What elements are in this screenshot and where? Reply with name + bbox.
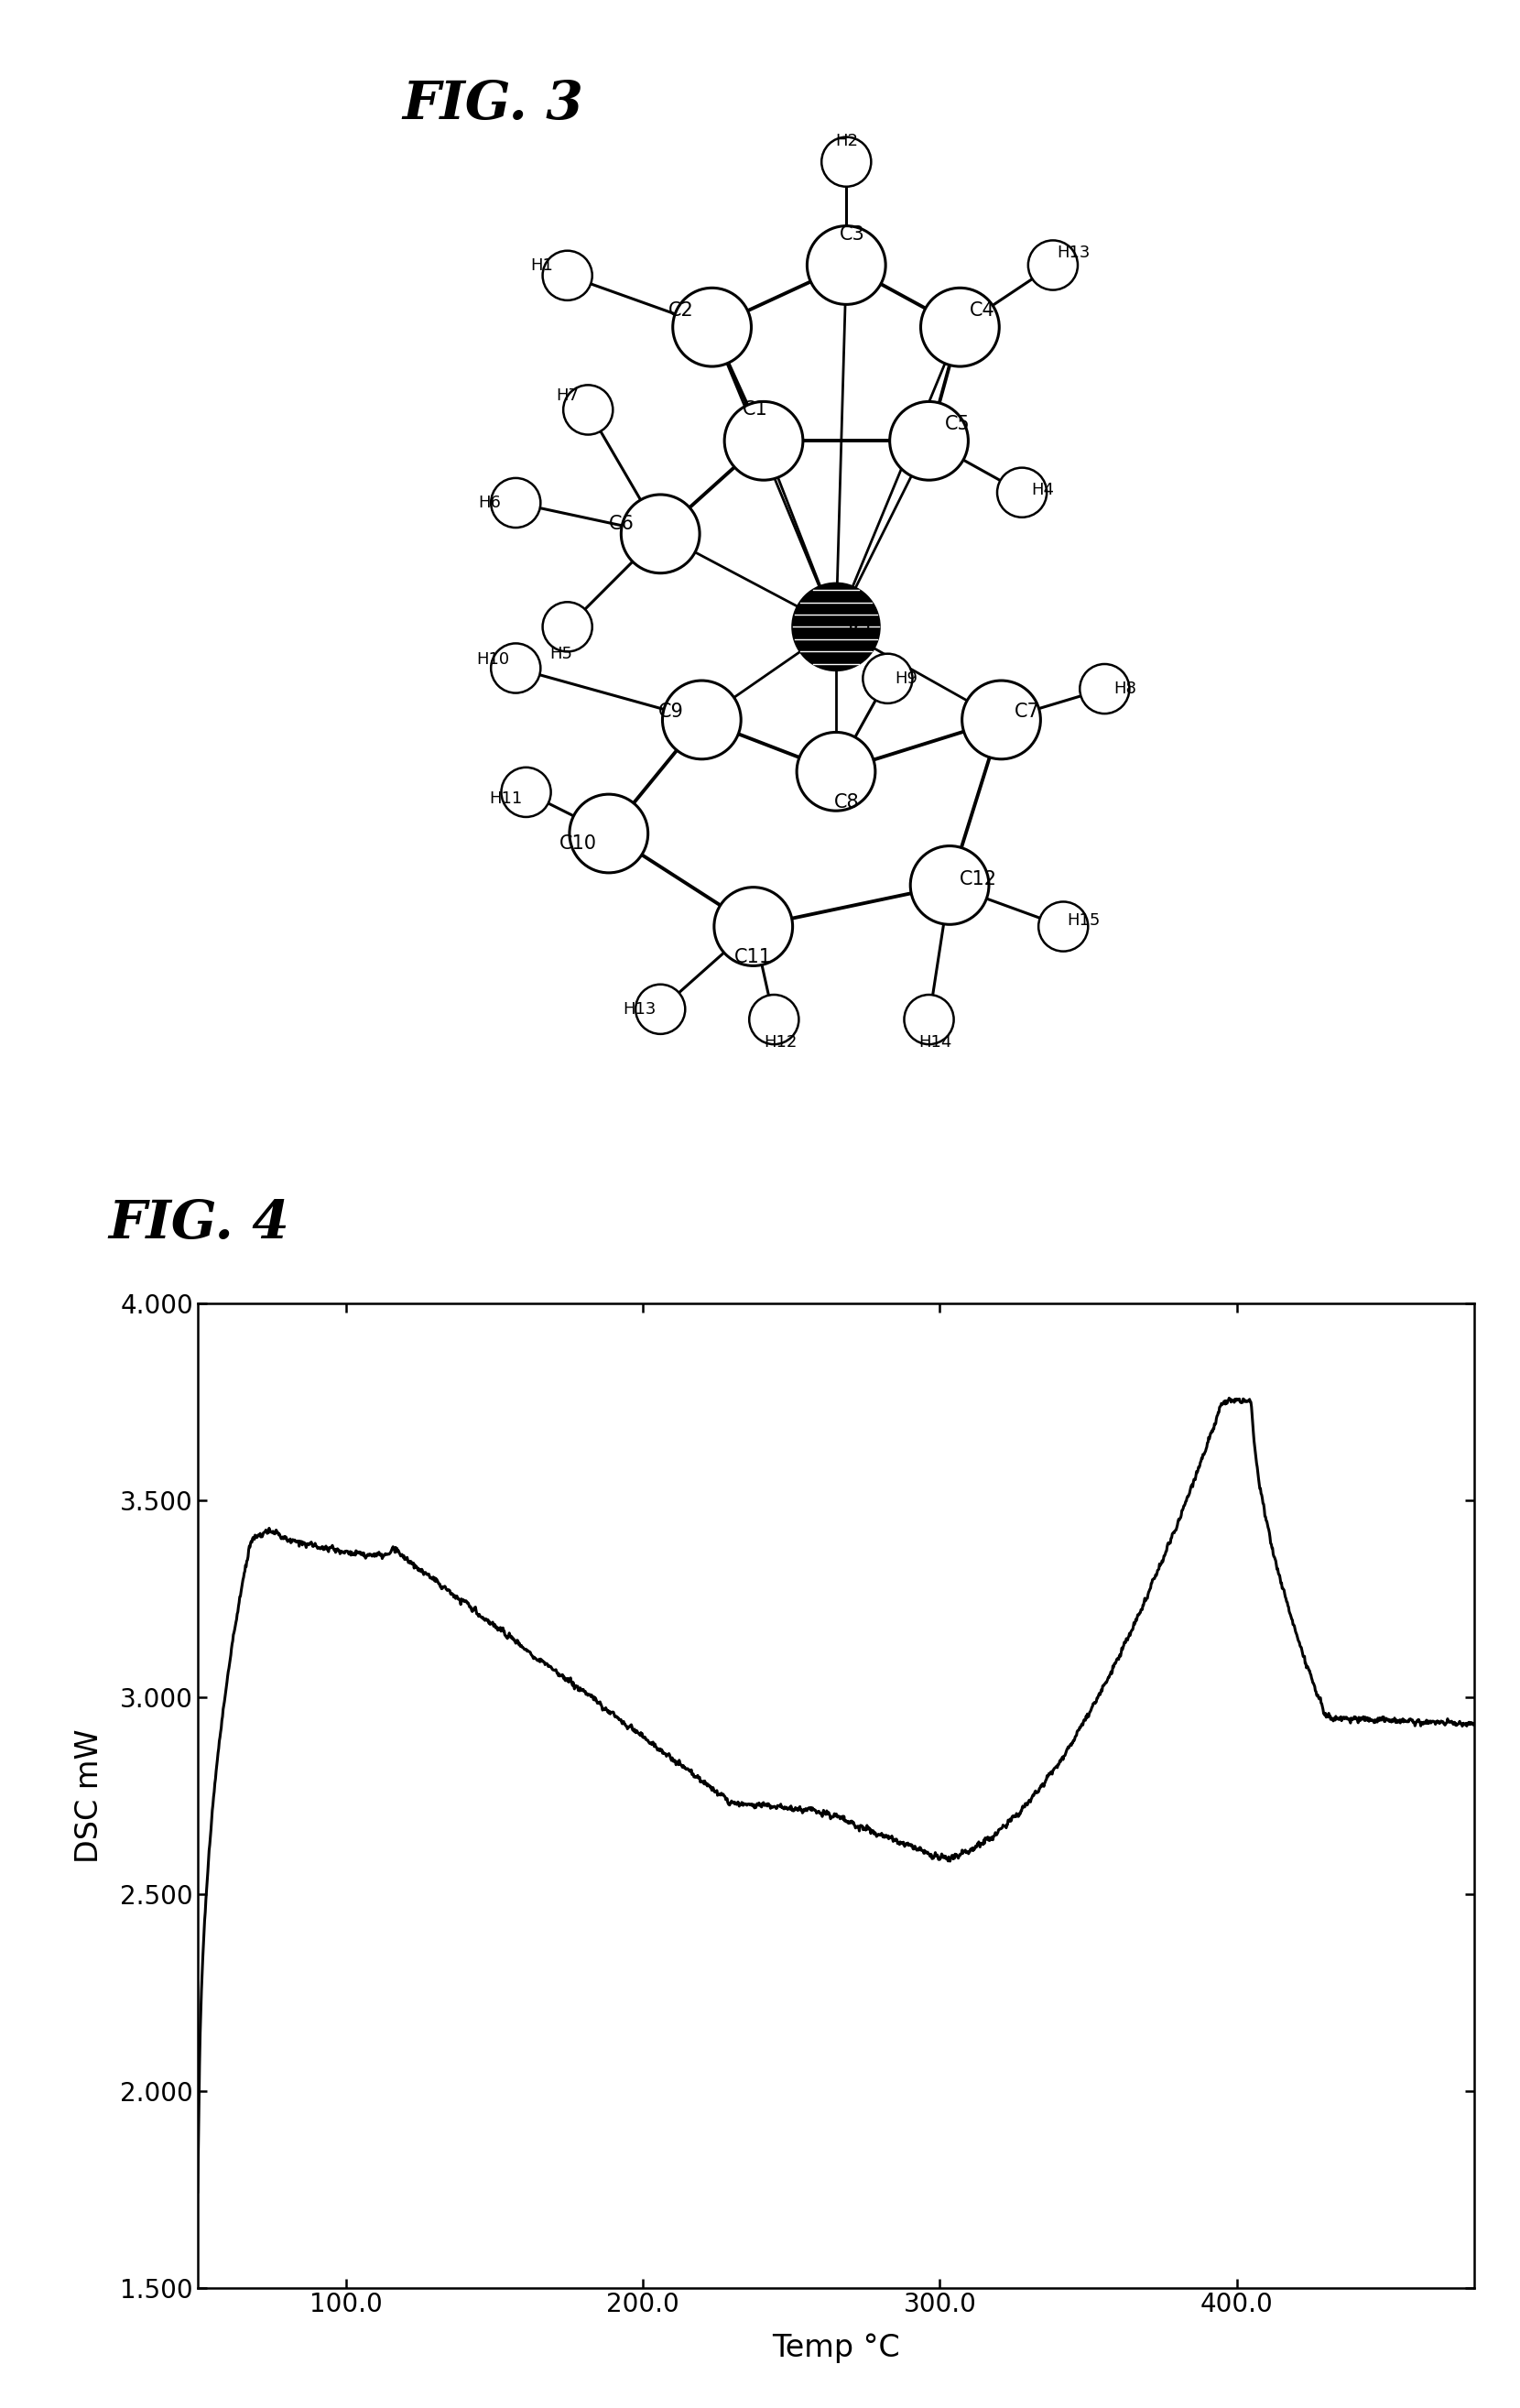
- Text: C5: C5: [945, 414, 971, 433]
- Text: FIG. 3: FIG. 3: [403, 79, 584, 130]
- X-axis label: Temp °C: Temp °C: [772, 2333, 900, 2362]
- Circle shape: [889, 402, 968, 479]
- Text: C9: C9: [658, 703, 684, 720]
- Circle shape: [796, 732, 876, 811]
- Text: C6: C6: [608, 515, 634, 532]
- Text: C12: C12: [959, 869, 997, 889]
- Circle shape: [564, 385, 613, 433]
- Text: H13: H13: [623, 1002, 657, 1019]
- Text: H10: H10: [476, 653, 509, 667]
- Text: C1: C1: [743, 400, 768, 419]
- Text: H8: H8: [1114, 681, 1137, 696]
- Circle shape: [673, 289, 751, 366]
- Text: C11: C11: [734, 949, 772, 966]
- Text: H2: H2: [834, 132, 857, 149]
- Circle shape: [502, 768, 550, 816]
- Text: H14: H14: [918, 1033, 952, 1050]
- Text: H6: H6: [479, 494, 502, 510]
- Circle shape: [962, 681, 1041, 759]
- Circle shape: [1079, 665, 1129, 713]
- Text: C3: C3: [841, 224, 865, 243]
- Circle shape: [491, 643, 541, 694]
- Text: FIG. 4: FIG. 4: [108, 1199, 289, 1250]
- Circle shape: [491, 479, 541, 527]
- Circle shape: [543, 602, 593, 653]
- Circle shape: [725, 402, 803, 479]
- Text: H4: H4: [1031, 482, 1053, 498]
- Text: H9: H9: [895, 669, 918, 686]
- Circle shape: [807, 226, 886, 303]
- Circle shape: [910, 845, 990, 925]
- Text: H15: H15: [1067, 913, 1100, 929]
- Text: C2: C2: [669, 301, 693, 320]
- Circle shape: [543, 250, 593, 301]
- Y-axis label: DSC mW: DSC mW: [74, 1729, 105, 1864]
- Text: C4: C4: [970, 301, 996, 320]
- Circle shape: [1038, 901, 1088, 951]
- Text: H13: H13: [1056, 246, 1090, 260]
- Text: H12: H12: [763, 1033, 796, 1050]
- Circle shape: [1028, 241, 1078, 289]
- Circle shape: [997, 467, 1047, 518]
- Circle shape: [714, 886, 792, 966]
- Text: C7: C7: [1014, 703, 1040, 720]
- Circle shape: [749, 995, 800, 1045]
- Circle shape: [821, 137, 871, 188]
- Circle shape: [570, 795, 648, 872]
- Text: H7: H7: [556, 388, 579, 405]
- Text: H11: H11: [489, 790, 521, 807]
- Text: C8: C8: [833, 792, 859, 811]
- Text: C10: C10: [559, 836, 596, 852]
- Circle shape: [792, 583, 880, 669]
- Circle shape: [863, 653, 912, 703]
- Text: Ir1: Ir1: [848, 619, 876, 638]
- Circle shape: [663, 681, 740, 759]
- Circle shape: [921, 289, 999, 366]
- Circle shape: [635, 985, 686, 1033]
- Circle shape: [904, 995, 953, 1045]
- Circle shape: [622, 494, 699, 573]
- Text: H5: H5: [550, 645, 573, 662]
- Text: H1: H1: [530, 258, 553, 275]
